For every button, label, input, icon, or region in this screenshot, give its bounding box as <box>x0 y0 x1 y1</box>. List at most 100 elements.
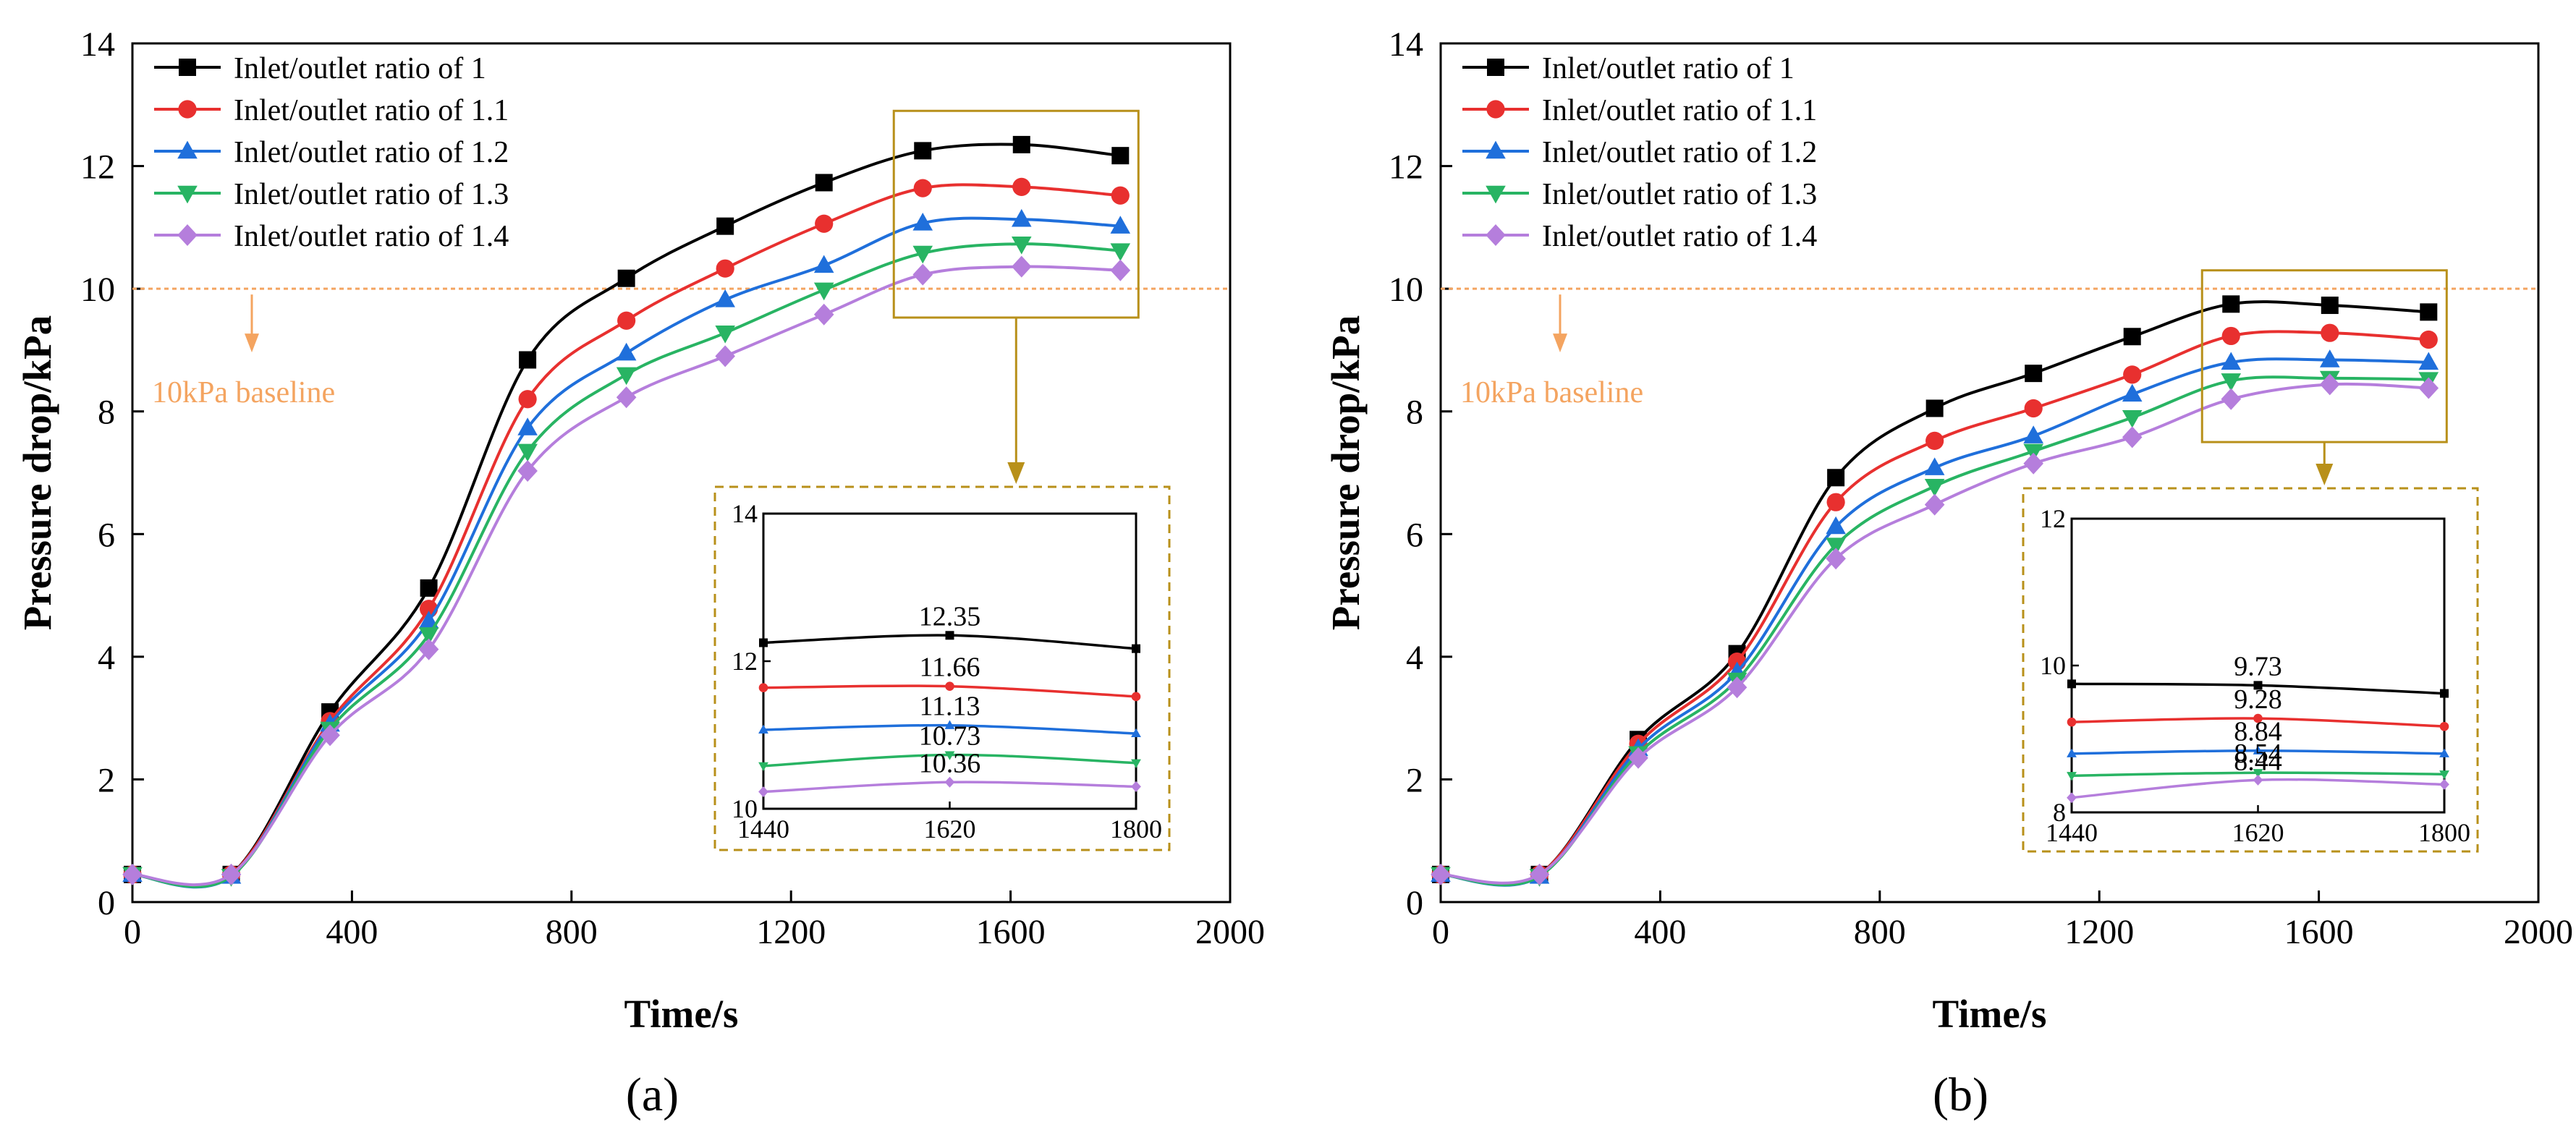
inset-data-point <box>944 751 955 760</box>
data-point <box>1529 863 1550 885</box>
data-point <box>2221 326 2240 346</box>
data-point <box>1011 208 1032 227</box>
x-tick-label: 2000 <box>2504 913 2573 951</box>
x-axis-label: Time/s <box>624 992 739 1036</box>
inset-x-tick-label: 1800 <box>2418 818 2470 847</box>
y-tick-label: 10 <box>80 271 115 309</box>
inset-y-tick-label: 10 <box>732 794 758 823</box>
inset-value-label: 11.66 <box>919 652 980 683</box>
data-point <box>2123 365 2142 384</box>
x-tick-label: 2000 <box>1195 913 1265 951</box>
inset-data-point <box>2253 769 2263 778</box>
data-point <box>2221 388 2242 410</box>
legend-entry: Inlet/outlet ratio of 1.3 <box>234 178 509 211</box>
legend-entry: Inlet/outlet ratio of 1.4 <box>1542 220 1817 253</box>
x-tick-label: 0 <box>1432 913 1449 951</box>
inset-x-tick-label: 1440 <box>737 815 789 843</box>
data-point <box>1924 478 1945 497</box>
data-point <box>912 263 933 286</box>
inset-data-point <box>2439 721 2449 731</box>
data-point <box>2023 425 2043 443</box>
x-tick-label: 800 <box>1854 913 1906 951</box>
x-tick-label: 1200 <box>2064 913 2134 951</box>
y-tick-label: 6 <box>98 516 115 554</box>
data-point <box>815 214 834 233</box>
inset-data-point <box>2253 713 2263 723</box>
data-point <box>517 459 538 482</box>
inset-value-label: 9.73 <box>2234 651 2282 681</box>
legend-entry: Inlet/outlet ratio of 1.1 <box>1542 94 1817 127</box>
data-point <box>1011 237 1032 255</box>
data-point <box>1012 177 1031 196</box>
data-point <box>1111 186 1130 205</box>
data-point <box>1826 493 1845 511</box>
data-point <box>2418 377 2439 399</box>
series-line <box>1440 357 2429 887</box>
data-point <box>1012 135 1030 153</box>
chart-panel-b: 0 400 800 1200 1600 2000 0 2 4 6 8 10 12 14 Time/s Pres… <box>1323 25 2573 1121</box>
data-point <box>2419 330 2438 349</box>
data-point <box>517 417 538 435</box>
inset-data-point <box>1131 692 1141 702</box>
legend-entry: Inlet/outlet ratio of 1.2 <box>1542 136 1817 169</box>
inset-data-point <box>2440 689 2449 698</box>
data-point <box>2221 352 2242 370</box>
legend-entry: Inlet/outlet ratio of 1.3 <box>1542 178 1817 211</box>
data-point <box>813 255 834 273</box>
data-point <box>418 638 439 660</box>
legend-entry: Inlet/outlet ratio of 1 <box>1542 52 1795 85</box>
baseline-arrow-head <box>245 333 259 353</box>
x-tick-label: 0 <box>124 913 141 951</box>
y-tick-label: 4 <box>98 639 115 677</box>
y-tick-label: 10 <box>1389 271 1423 309</box>
inset-value-label: 10.73 <box>919 721 981 752</box>
inset-x-tick-label: 1800 <box>1110 815 1162 843</box>
plot-frame <box>131 42 1232 904</box>
inset-y-tick-label: 12 <box>732 647 758 676</box>
data-point <box>2418 352 2439 370</box>
data-point <box>2122 426 2143 449</box>
x-tick-label: 1200 <box>756 913 826 951</box>
inset-y-tick-label: 14 <box>732 499 758 528</box>
data-point <box>913 179 932 197</box>
inset-data-point <box>2253 745 2263 754</box>
inset-data-point <box>2439 748 2449 757</box>
baseline-label: 10kPa baseline <box>152 376 335 409</box>
inset-data-point <box>758 724 768 734</box>
baseline-label: 10kPa baseline <box>1460 376 1643 409</box>
inset-value-label: 9.28 <box>2234 684 2282 715</box>
x-tick-label: 1600 <box>2284 913 2354 951</box>
inset-data-point <box>2067 717 2077 727</box>
inset-data-point <box>758 786 768 798</box>
x-tick-label: 400 <box>1634 913 1686 951</box>
inset-data-point <box>758 683 768 693</box>
data-point <box>1431 863 1451 885</box>
y-axis-label: Pressure drop/kPa <box>15 315 59 630</box>
inset-data-point <box>2067 772 2077 781</box>
inset-value-label: 12.35 <box>919 601 981 632</box>
inset-data-point <box>2067 792 2077 804</box>
inset-y-tick-label: 10 <box>2040 651 2066 680</box>
legend-marker <box>177 140 198 159</box>
data-point <box>616 367 637 386</box>
inset-value-label: 10.36 <box>919 748 981 778</box>
data-point <box>1826 516 1846 535</box>
data-point <box>1011 255 1032 278</box>
data-point <box>616 386 637 409</box>
inset-data-point <box>945 681 954 691</box>
legend-marker <box>177 185 198 204</box>
inset-value-label: 8.84 <box>2234 717 2282 747</box>
legend-marker <box>1486 140 1506 159</box>
data-point <box>1827 469 1845 487</box>
data-point <box>1826 537 1846 556</box>
data-point <box>715 289 735 307</box>
y-tick-label: 6 <box>1406 516 1423 554</box>
data-point <box>519 351 537 369</box>
data-point <box>320 724 340 747</box>
y-tick-label: 2 <box>1406 761 1423 799</box>
inset-dashed-box <box>2022 487 2479 853</box>
y-tick-label: 0 <box>98 884 115 922</box>
zoom-region-box <box>892 109 1140 319</box>
y-tick-label: 4 <box>1406 639 1423 677</box>
